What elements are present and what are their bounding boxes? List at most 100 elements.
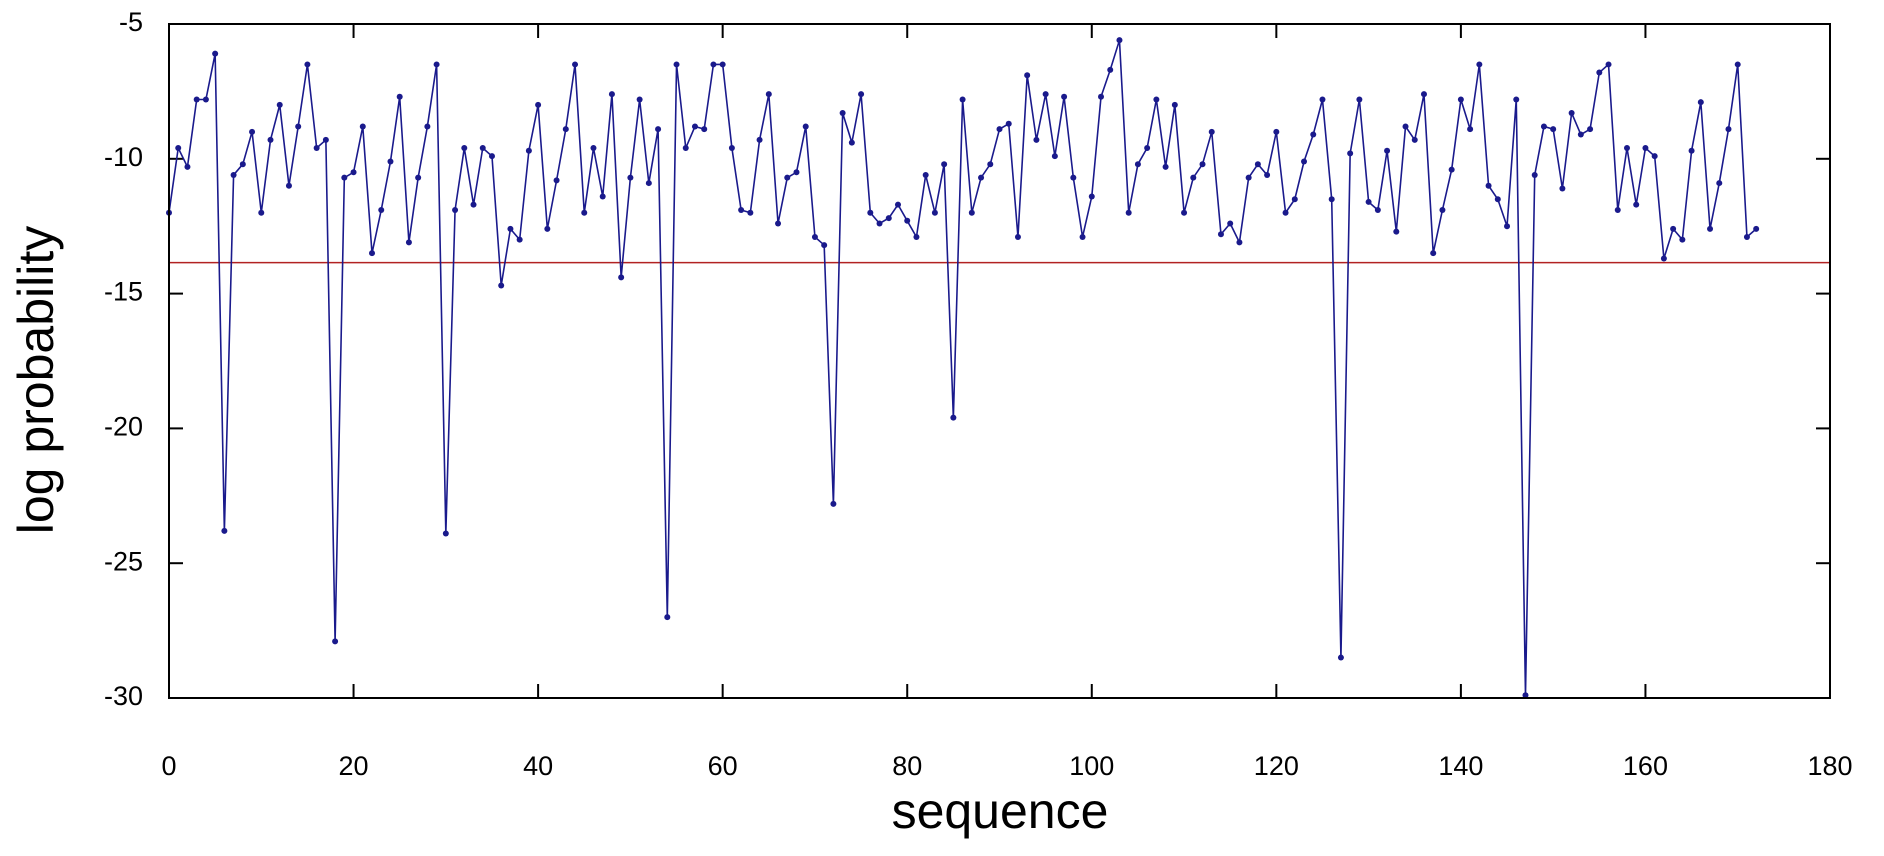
data-point <box>581 209 588 216</box>
data-point <box>221 527 228 534</box>
data-point <box>332 638 339 645</box>
data-point <box>728 145 735 152</box>
data-point <box>378 207 385 214</box>
data-point <box>636 96 643 103</box>
data-point <box>193 96 200 103</box>
data-point <box>996 126 1003 133</box>
data-point <box>876 220 883 227</box>
data-point <box>1107 66 1114 73</box>
data-point <box>1734 61 1741 68</box>
data-point <box>664 614 671 621</box>
data-point <box>673 61 680 68</box>
data-point <box>1531 171 1538 178</box>
data-point <box>1411 136 1418 143</box>
data-point <box>1485 182 1492 189</box>
data-point <box>968 209 975 216</box>
y-tick-label: -30 <box>104 681 143 711</box>
data-point <box>1254 161 1261 168</box>
data-point <box>1337 654 1344 661</box>
data-point <box>1116 37 1123 44</box>
data-point <box>1347 150 1354 157</box>
data-point <box>1014 233 1021 240</box>
data-point <box>442 530 449 537</box>
data-point <box>747 209 754 216</box>
data-point <box>738 207 745 214</box>
data-point <box>608 91 615 98</box>
data-point <box>885 215 892 222</box>
data-point <box>627 174 634 181</box>
data-point <box>719 61 726 68</box>
data-point <box>212 50 219 57</box>
data-point <box>931 209 938 216</box>
data-point <box>682 145 689 152</box>
data-point <box>1476 61 1483 68</box>
data-point <box>525 147 532 154</box>
data-point <box>987 161 994 168</box>
data-point <box>239 161 246 168</box>
data-point <box>1651 153 1658 160</box>
x-tick-label: 160 <box>1623 751 1668 781</box>
data-point <box>1670 225 1677 232</box>
y-tick-label: -10 <box>104 142 143 172</box>
y-tick-label: -15 <box>104 277 143 307</box>
data-point <box>655 126 662 133</box>
data-point <box>1319 96 1326 103</box>
data-point <box>1356 96 1363 103</box>
x-tick-label: 120 <box>1254 751 1299 781</box>
data-point <box>285 182 292 189</box>
data-point <box>553 177 560 184</box>
data-point <box>1291 196 1298 203</box>
data-point <box>1264 171 1271 178</box>
y-tick-label: -5 <box>119 7 143 37</box>
data-point <box>1725 126 1732 133</box>
data-point <box>1402 123 1409 130</box>
data-point <box>1328 196 1335 203</box>
data-point <box>295 123 302 130</box>
data-point <box>1623 145 1630 152</box>
data-point <box>470 201 477 208</box>
y-tick-label: -20 <box>104 412 143 442</box>
x-tick-label: 100 <box>1069 751 1114 781</box>
data-point <box>1061 93 1068 100</box>
data-point <box>1753 225 1760 232</box>
data-point <box>516 236 523 243</box>
data-point <box>433 61 440 68</box>
data-point <box>867 209 874 216</box>
y-tick-label: -25 <box>104 546 143 576</box>
data-point <box>1448 166 1455 173</box>
data-point <box>1282 209 1289 216</box>
data-point <box>424 123 431 130</box>
data-point <box>618 274 625 281</box>
data-point <box>756 136 763 143</box>
data-point <box>1199 161 1206 168</box>
y-axis-title: log probability <box>8 226 64 535</box>
data-point <box>507 225 514 232</box>
data-point <box>1134 161 1141 168</box>
data-point <box>839 109 846 116</box>
data-point <box>1596 69 1603 76</box>
data-point <box>691 123 698 130</box>
data-point <box>498 282 505 289</box>
data-point <box>479 145 486 152</box>
data-point <box>1550 126 1557 133</box>
data-point <box>562 126 569 133</box>
x-axis-title: sequence <box>892 783 1109 839</box>
data-point <box>848 139 855 146</box>
data-point <box>1614 207 1621 214</box>
data-point <box>1181 209 1188 216</box>
data-point <box>405 239 412 246</box>
data-point <box>488 153 495 160</box>
data-point <box>544 225 551 232</box>
data-point <box>784 174 791 181</box>
x-tick-label: 20 <box>339 751 369 781</box>
data-point <box>802 123 809 130</box>
data-point <box>1217 231 1224 238</box>
data-point <box>1070 174 1077 181</box>
data-point <box>959 96 966 103</box>
data-point <box>1171 101 1178 108</box>
data-point <box>572 61 579 68</box>
data-point <box>1605 61 1612 68</box>
data-point <box>894 201 901 208</box>
